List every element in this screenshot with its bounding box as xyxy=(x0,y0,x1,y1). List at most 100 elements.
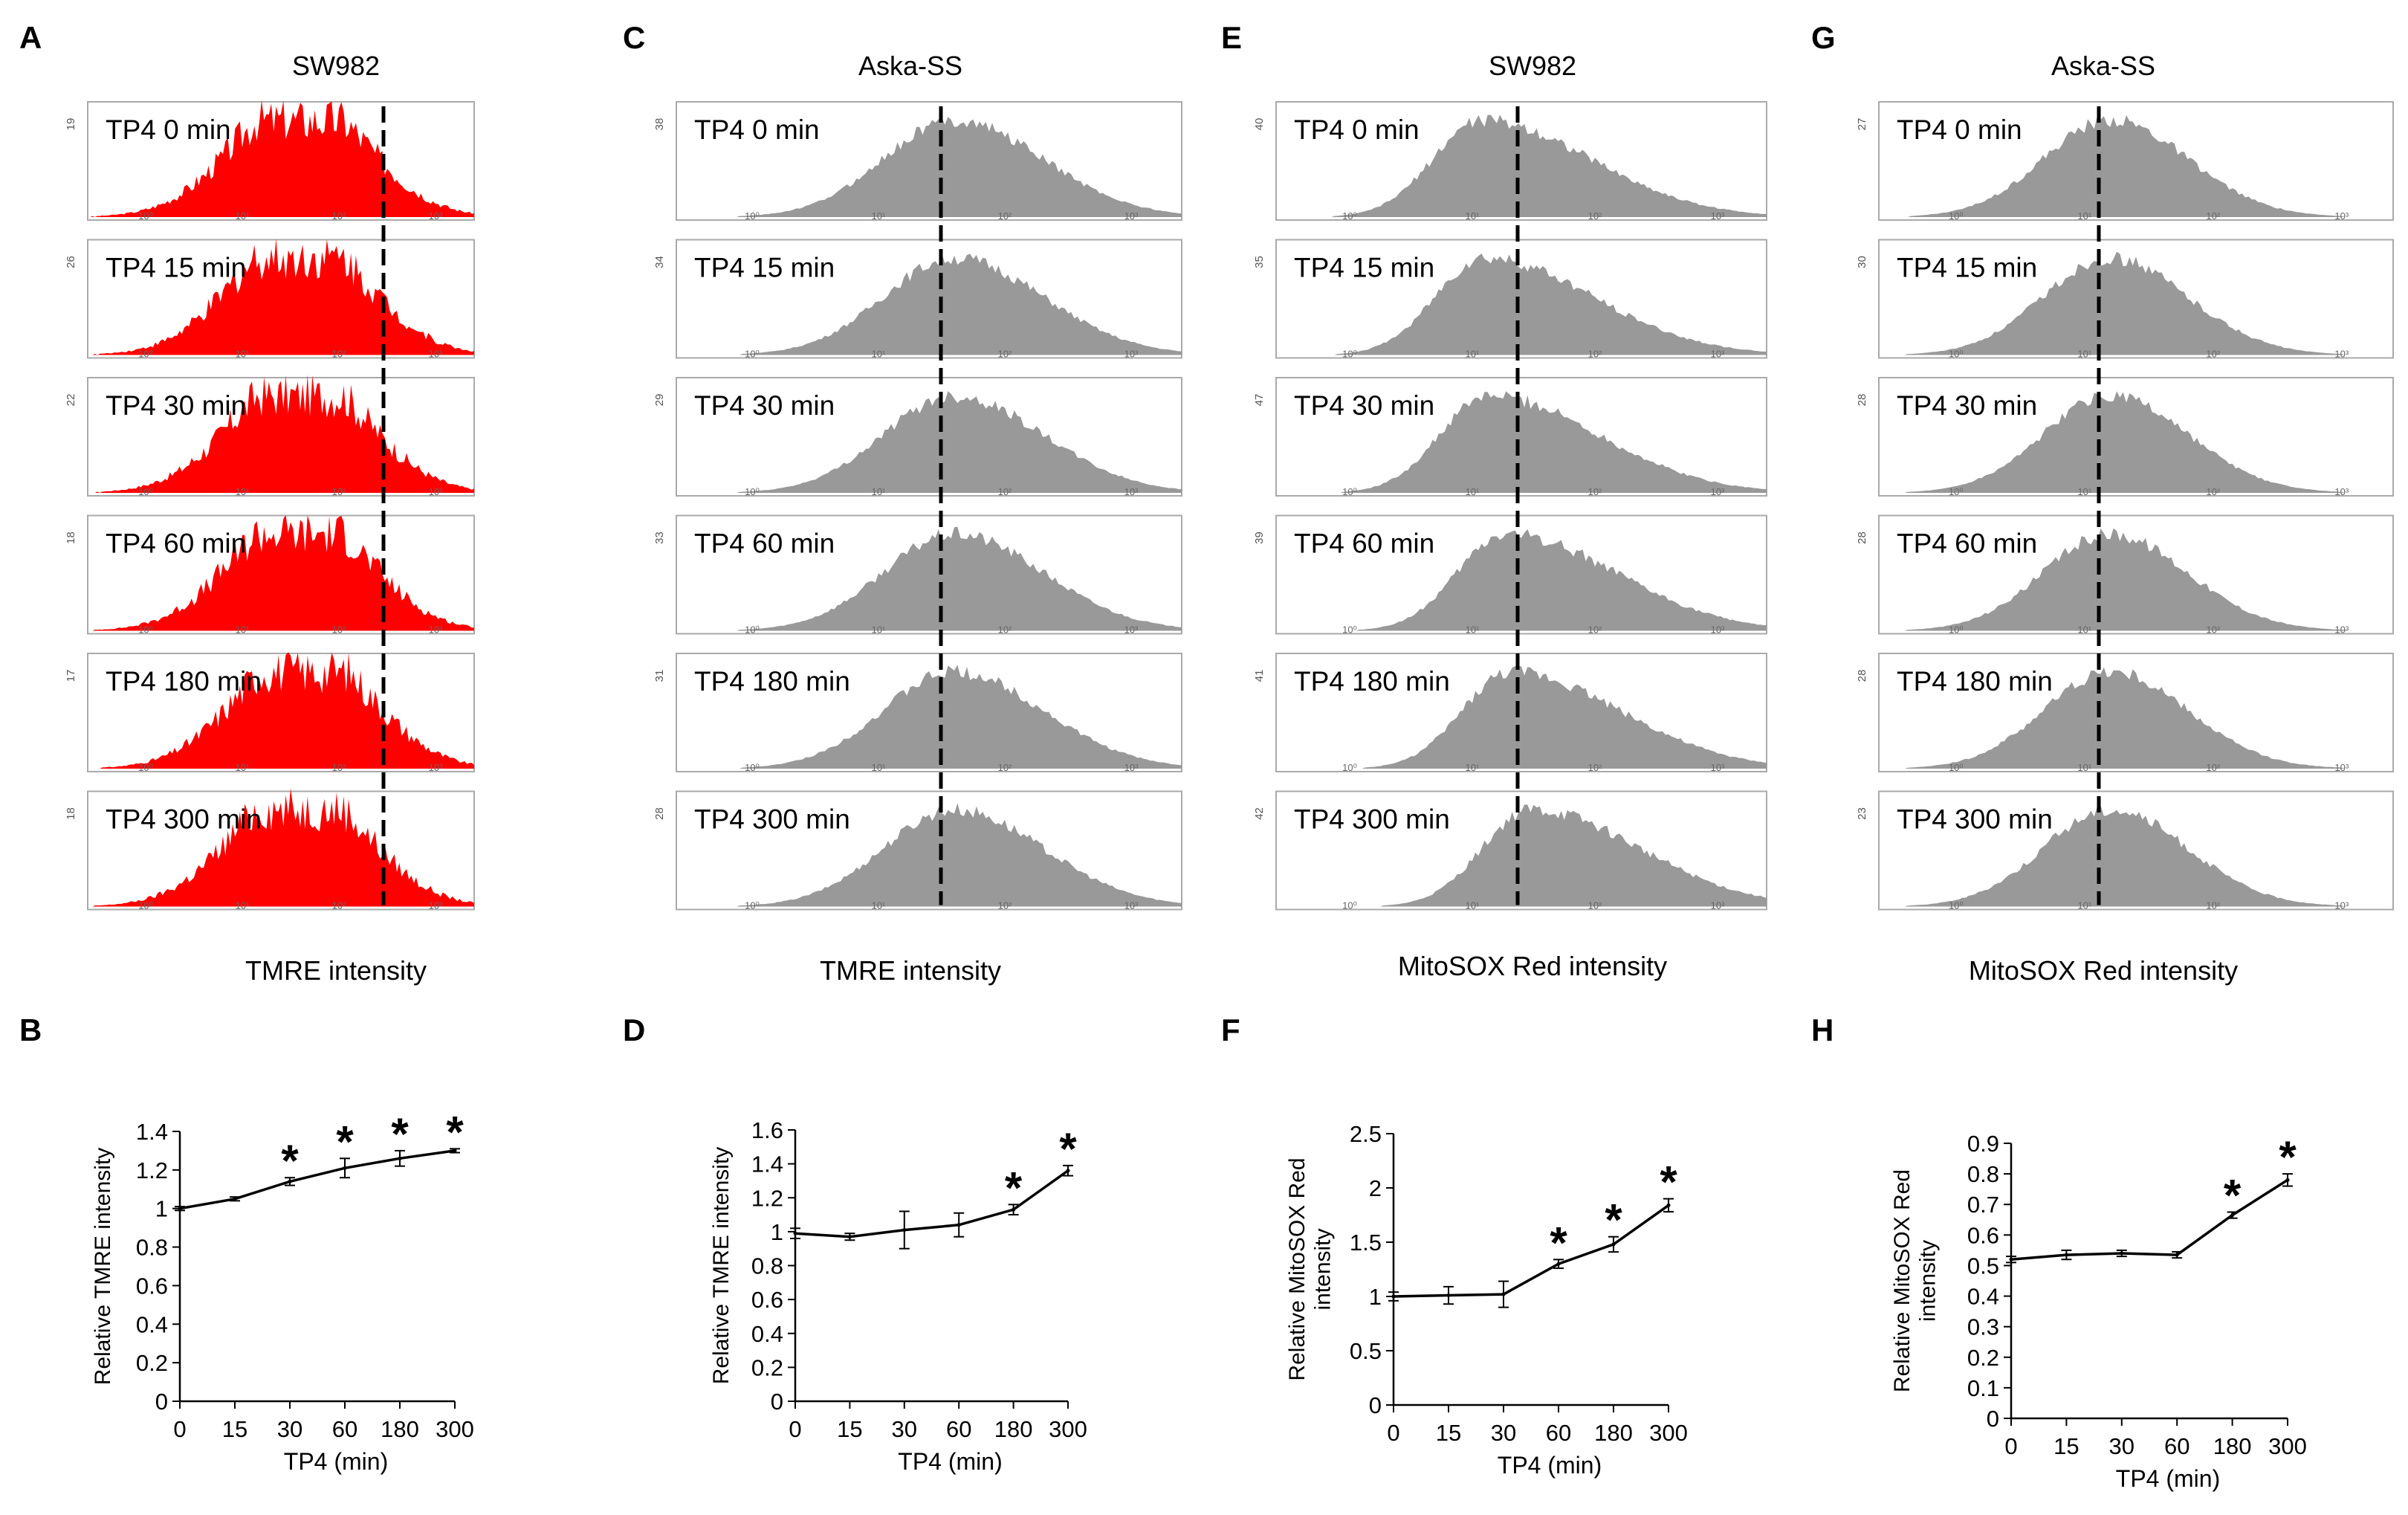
series-line xyxy=(179,1149,456,1210)
histogram-x-tick: 10³ xyxy=(429,210,443,222)
histogram-x-tick: 10² xyxy=(332,624,346,636)
histogram-x-tick: 10⁰ xyxy=(1342,624,1357,636)
histogram-count-label: 28 xyxy=(1856,670,1868,682)
histogram-x-tick: 10³ xyxy=(2334,210,2349,222)
timepoint-label: TP4 180 min xyxy=(106,666,262,697)
histogram-x-tick: 10² xyxy=(998,624,1012,636)
histogram: 10⁰ 10¹ 10² 10³ 22 TP4 30 min xyxy=(65,375,475,497)
histogram: 10⁰ 10¹ 10² 10³ 33 TP4 60 min xyxy=(653,514,1182,636)
histogram-x-tick: 10³ xyxy=(2334,624,2349,636)
y-tick-label: 0.3 xyxy=(1967,1314,1999,1340)
data-point xyxy=(233,1197,237,1201)
x-tick-label: 180 xyxy=(994,1416,1033,1442)
timepoint-label: TP4 30 min xyxy=(1294,390,1434,421)
histogram-count-label: 41 xyxy=(1253,670,1266,682)
y-tick-label: 0.1 xyxy=(1967,1375,1999,1401)
histogram-distribution xyxy=(676,803,1182,907)
series-line xyxy=(1393,1204,1670,1298)
x-tick-label: 0 xyxy=(2004,1433,2017,1459)
histogram-x-tick: 10⁰ xyxy=(1949,900,1964,911)
x-tick-label: 300 xyxy=(2268,1433,2307,1459)
timepoint-label: TP4 60 min xyxy=(1294,529,1434,559)
y-tick-label: 0 xyxy=(1369,1392,1382,1418)
histogram-x-tick: 10⁰ xyxy=(1949,349,1964,360)
x-tick-label: 15 xyxy=(222,1416,247,1442)
histogram-x-tick: 10³ xyxy=(1711,210,1725,222)
histogram-x-tick: 10² xyxy=(2206,762,2220,773)
histogram-x-tick: 10³ xyxy=(429,762,443,773)
data-point xyxy=(1611,1242,1616,1247)
histogram-x-tick: 10² xyxy=(2206,624,2220,636)
data-point xyxy=(288,1179,292,1183)
data-point xyxy=(847,1235,852,1239)
histogram-distribution xyxy=(1879,667,2393,769)
histogram: 10⁰ 10¹ 10² 10³ 28 TP4 60 min xyxy=(1856,514,2394,636)
histogram-x-tick: 10¹ xyxy=(872,349,886,360)
histogram-distribution xyxy=(676,116,1182,217)
x-tick-label: 0 xyxy=(789,1416,801,1442)
histogram: 10⁰ 10¹ 10² 10³ 18 TP4 60 min xyxy=(65,514,475,636)
y-tick-label: 1 xyxy=(1369,1284,1382,1310)
panel-title: Aska-SS xyxy=(2051,51,2155,81)
histogram-x-tick: 10² xyxy=(332,486,346,497)
data-point xyxy=(902,1228,907,1233)
line-chart-F: F 0 0.5 1 1.5 2 2.5 0 15 30 60 180 300 TP4 (min) Relat… xyxy=(1221,1012,1688,1479)
histogram: 10⁰ 10¹ 10² 10³ 31 TP4 180 min xyxy=(653,653,1182,773)
data-point xyxy=(1446,1293,1451,1298)
histogram-x-tick: 10² xyxy=(998,210,1012,222)
timepoint-label: TP4 60 min xyxy=(106,529,246,559)
histogram-distribution xyxy=(676,391,1182,493)
significance-star: * xyxy=(336,1117,354,1166)
timepoint-label: TP4 0 min xyxy=(694,114,820,145)
histogram-x-tick: 10³ xyxy=(1711,486,1725,497)
histogram-x-tick: 10² xyxy=(2206,900,2220,911)
y-tick-label: 1 xyxy=(155,1196,168,1222)
histogram-count-label: 27 xyxy=(1856,118,1868,131)
histogram-x-tick: 10¹ xyxy=(872,762,886,773)
histogram-x-tick: 10⁰ xyxy=(745,486,760,497)
histogram-distribution xyxy=(1879,391,2393,493)
data-point xyxy=(2175,1253,2179,1257)
histogram: 10⁰ 10¹ 10² 10³ 40 TP4 0 min xyxy=(1253,101,1767,222)
histogram-x-label: TMRE intensity xyxy=(245,955,427,986)
histogram-count-label: 23 xyxy=(1856,807,1868,820)
y-tick-label: 0.5 xyxy=(1967,1253,1999,1279)
histogram-x-tick: 10³ xyxy=(429,349,443,360)
histogram-x-tick: 10¹ xyxy=(1466,624,1480,636)
histogram-x-tick: 10⁰ xyxy=(138,624,153,636)
data-point xyxy=(2120,1251,2124,1256)
panel-title: SW982 xyxy=(1489,51,1576,81)
significance-star: * xyxy=(446,1107,464,1157)
histogram-distribution xyxy=(676,253,1182,355)
histogram-panel-G: G Aska-SS 10⁰ 10¹ 10² 10³ 27 TP4 0 min 10⁰ 10¹ 10²… xyxy=(1811,20,2394,986)
y-tick-label: 1.5 xyxy=(1350,1230,1382,1256)
histogram-x-tick: 10⁰ xyxy=(745,349,760,360)
data-point xyxy=(1066,1169,1070,1173)
y-tick-label: 0.2 xyxy=(751,1354,783,1380)
histogram-x-tick: 10¹ xyxy=(236,900,250,911)
timepoint-label: TP4 0 min xyxy=(106,114,231,145)
panel-title: Aska-SS xyxy=(858,51,962,81)
histogram-x-tick: 10² xyxy=(998,900,1012,911)
histogram: 10⁰ 10¹ 10² 10³ 38 TP4 0 min xyxy=(653,101,1182,222)
histogram-x-label: MitoSOX Red intensity xyxy=(1969,955,2238,986)
timepoint-label: TP4 180 min xyxy=(1294,666,1450,697)
panel-label: F xyxy=(1221,1012,1240,1047)
y-tick-label: 2.5 xyxy=(1350,1121,1382,1147)
histogram-x-tick: 10² xyxy=(2206,486,2220,497)
y-axis-label-line: intensity xyxy=(1311,1228,1336,1310)
histogram-x-tick: 10⁰ xyxy=(745,762,760,773)
histogram-x-tick: 10⁰ xyxy=(138,762,153,773)
histogram-count-label: 31 xyxy=(653,670,666,682)
data-point xyxy=(2064,1253,2068,1257)
histogram-x-tick: 10¹ xyxy=(236,624,250,636)
histogram-distribution xyxy=(1276,114,1767,217)
y-tick-label: 0.9 xyxy=(1967,1131,1999,1157)
x-tick-label: 180 xyxy=(381,1416,419,1442)
histogram-count-label: 38 xyxy=(653,118,666,131)
y-tick-label: 1.6 xyxy=(751,1117,783,1143)
histogram-x-tick: 10³ xyxy=(1711,349,1725,360)
histogram-distribution xyxy=(88,652,474,769)
significance-star: * xyxy=(1605,1195,1622,1245)
x-axis-label: TP4 (min) xyxy=(898,1448,1002,1475)
